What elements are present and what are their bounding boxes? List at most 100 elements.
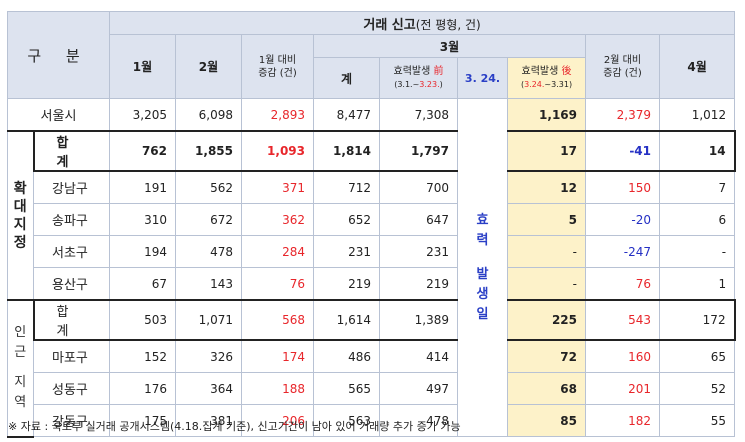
cell: 174 [241, 339, 314, 373]
cell: 647 [379, 203, 458, 236]
cell: 2,379 [585, 98, 660, 132]
table-row: 서울시 3,205 6,098 2,893 8,477 7,308 효 력 발 … [7, 98, 736, 437]
cell: 85 [507, 404, 586, 437]
cell: 1,814 [313, 130, 380, 172]
header-apr: 4월 [658, 34, 736, 99]
header-jan-vs: 1월 대비 증감 (건) [241, 34, 314, 99]
cell: 152 [109, 339, 176, 373]
cell: 194 [109, 235, 176, 268]
cell: 712 [313, 170, 380, 204]
cell: 52 [658, 372, 736, 405]
cell: 5 [507, 203, 586, 236]
table-row: 강동구 175 381 206 563 478 85 182 55 [8, 404, 736, 437]
table-row: 강남구 191 562 371 712 700 12 150 7 [8, 170, 736, 204]
cell: 362 [241, 203, 314, 236]
cell: 371 [241, 170, 314, 204]
cell: 65 [658, 339, 736, 373]
cell: 565 [313, 372, 380, 405]
cell: 700 [379, 170, 458, 204]
cell: 1,169 [507, 98, 586, 132]
mid-label-char: 생 [476, 286, 489, 302]
row-label: 합 계 [32, 130, 110, 172]
header-feb: 2월 [175, 34, 242, 99]
table-row: 성동구 176 364 188 565 497 68 201 52 [8, 372, 736, 405]
header-jan: 1월 [109, 34, 176, 99]
cell: 1,855 [175, 130, 242, 172]
row-label: 용산구 [33, 267, 110, 301]
table-title: 거래 신고(전 평형, 건) [108, 11, 736, 35]
cell: 543 [585, 299, 660, 341]
cell: 172 [658, 299, 736, 341]
cell: 225 [507, 299, 586, 341]
cell: 1,071 [175, 299, 242, 341]
cell: 414 [379, 339, 458, 373]
header-feb-vs: 2월 대비 증감 (건) [585, 34, 660, 99]
row-label: 마포구 [33, 339, 110, 373]
cell: 762 [109, 130, 176, 172]
cell: - [507, 267, 586, 301]
header-mar-total: 계 [313, 57, 380, 99]
mid-label-char: 력 [476, 232, 489, 248]
mid-label-char: 효 [476, 212, 489, 228]
row-label: 서울시 [7, 98, 110, 132]
header-after: 효력발생 後 (3.24.~3.31) [507, 57, 586, 99]
cell: 326 [175, 339, 242, 373]
cell: 55 [658, 404, 736, 437]
header-before: 효력발생 前 (3.1.~3.23.) [379, 57, 458, 99]
cell: 76 [585, 267, 660, 301]
cell: 1,012 [658, 98, 736, 132]
table-row: 송파구 310 672 362 652 647 5 -20 6 [8, 203, 736, 236]
cell: 191 [109, 170, 176, 204]
cell: 7,308 [379, 98, 458, 132]
cell: 68 [507, 372, 586, 405]
cell: 310 [109, 203, 176, 236]
cell: - [658, 235, 736, 268]
cell: 364 [175, 372, 242, 405]
cell: 188 [241, 372, 314, 405]
cell: 231 [313, 235, 380, 268]
effective-date-column: 효 력 발 생 일 [457, 98, 508, 437]
cell: 1,797 [379, 130, 458, 172]
cell: 12 [507, 170, 586, 204]
cell: 176 [109, 372, 176, 405]
cell: 8,477 [313, 98, 380, 132]
cell: 1,614 [313, 299, 380, 341]
cell: 67 [109, 267, 176, 301]
cell: 3,205 [109, 98, 176, 132]
header-date: 3. 24. [457, 57, 508, 99]
table-row: 마포구 152 326 174 486 414 72 160 65 [8, 339, 736, 373]
cell: - [507, 235, 586, 268]
cell: 206 [241, 404, 314, 437]
cell: 562 [175, 170, 242, 204]
cell: -247 [585, 235, 660, 268]
cell: 2,893 [241, 98, 314, 132]
cell: 672 [175, 203, 242, 236]
cell: 175 [109, 404, 176, 437]
source-note: ※ 자료 : 국토부 실거래 공개시스템(4.18.집계 기준), 신고기간이 … [8, 420, 461, 433]
cell: -41 [585, 130, 660, 172]
cell: 7 [658, 170, 736, 204]
table-row: 서초구 194 478 284 231 231 - -247 - [8, 235, 736, 268]
cell: 6,098 [175, 98, 242, 132]
cell: 17 [507, 130, 586, 172]
table-row: 용산구 67 143 76 219 219 - 76 1 [8, 267, 736, 301]
cell: 219 [313, 267, 380, 301]
cell: 1 [658, 267, 736, 301]
cell: 14 [658, 130, 736, 172]
row-label: 서초구 [33, 235, 110, 268]
mid-label-char: 발 [476, 266, 489, 282]
cell: 201 [585, 372, 660, 405]
cell: 497 [379, 372, 458, 405]
cell: 231 [379, 235, 458, 268]
cell: 1,389 [379, 299, 458, 341]
cell: 1,093 [241, 130, 314, 172]
cell: 160 [585, 339, 660, 373]
cell: -20 [585, 203, 660, 236]
row-label: 합 계 [32, 299, 110, 341]
cell: 284 [241, 235, 314, 268]
cell: 219 [379, 267, 458, 301]
